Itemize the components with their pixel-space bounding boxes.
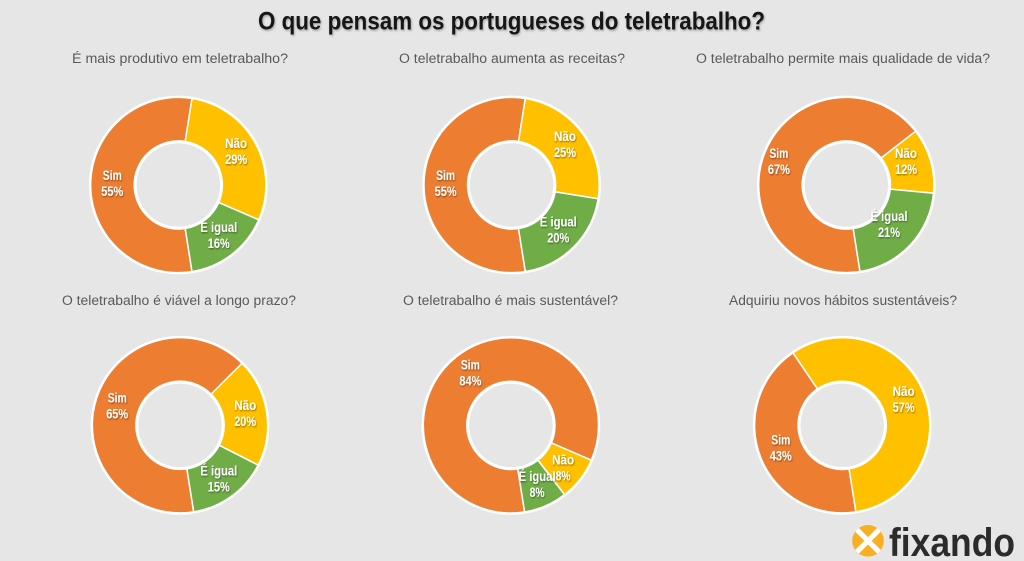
svg-text:55%: 55%	[435, 184, 457, 199]
svg-text:43%: 43%	[770, 449, 792, 464]
svg-text:O teletrabalho aumenta as rece: O teletrabalho aumenta as receitas?	[399, 51, 625, 66]
svg-text:O teletrabalho é viável a long: O teletrabalho é viável a longo prazo?	[62, 293, 296, 308]
svg-text:21%: 21%	[878, 225, 900, 240]
svg-text:Sim: Sim	[436, 168, 455, 183]
svg-text:O teletrabalho é mais sustentá: O teletrabalho é mais sustentável?	[403, 293, 618, 308]
svg-text:29%: 29%	[225, 152, 247, 167]
svg-text:É igual: É igual	[200, 464, 237, 479]
svg-text:8%: 8%	[556, 469, 571, 484]
svg-text:O que pensam os portugueses do: O que pensam os portugueses do teletraba…	[258, 8, 765, 36]
svg-text:Sim: Sim	[461, 358, 480, 373]
svg-text:É igual: É igual	[200, 220, 237, 235]
svg-text:65%: 65%	[106, 407, 128, 422]
svg-text:É mais produtivo em teletrabal: É mais produtivo em teletrabalho?	[72, 51, 288, 66]
svg-text:20%: 20%	[234, 414, 256, 429]
svg-text:O teletrabalho permite mais qu: O teletrabalho permite mais qualidade de…	[696, 51, 990, 66]
svg-text:8%: 8%	[530, 485, 545, 500]
svg-text:Sim: Sim	[108, 391, 127, 406]
svg-text:Não: Não	[234, 398, 256, 413]
svg-text:Não: Não	[225, 136, 247, 151]
svg-text:É igual: É igual	[519, 469, 556, 484]
svg-text:Não: Não	[895, 146, 917, 161]
svg-text:Adquiriu novos hábitos sustent: Adquiriu novos hábitos sustentáveis?	[729, 293, 957, 308]
svg-text:fixando: fixando	[889, 521, 1015, 561]
svg-text:12%: 12%	[895, 162, 917, 177]
svg-text:Não: Não	[554, 129, 576, 144]
svg-text:84%: 84%	[459, 374, 481, 389]
svg-text:Não: Não	[552, 452, 574, 467]
svg-text:Não: Não	[893, 384, 915, 399]
svg-text:57%: 57%	[893, 400, 915, 415]
svg-text:15%: 15%	[208, 480, 230, 495]
svg-text:16%: 16%	[208, 236, 230, 251]
svg-text:É igual: É igual	[540, 215, 577, 230]
svg-text:Sim: Sim	[103, 168, 122, 183]
svg-text:Sim: Sim	[771, 432, 790, 447]
svg-text:55%: 55%	[101, 184, 123, 199]
svg-text:25%: 25%	[554, 145, 576, 160]
svg-text:É igual: É igual	[871, 209, 908, 224]
svg-text:20%: 20%	[547, 231, 569, 246]
svg-text:Sim: Sim	[769, 146, 788, 161]
svg-text:67%: 67%	[768, 162, 790, 177]
